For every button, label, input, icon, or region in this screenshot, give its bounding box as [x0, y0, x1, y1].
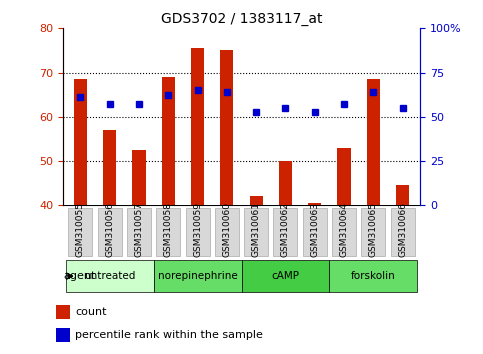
- Bar: [220, 51, 233, 205]
- Text: GSM310058: GSM310058: [164, 202, 173, 257]
- Bar: [338, 148, 351, 205]
- FancyBboxPatch shape: [244, 208, 268, 256]
- FancyBboxPatch shape: [332, 208, 356, 256]
- Text: agent: agent: [64, 271, 96, 281]
- Text: GSM310056: GSM310056: [105, 202, 114, 257]
- Bar: [367, 79, 380, 205]
- Text: GSM310063: GSM310063: [310, 202, 319, 257]
- Bar: [162, 77, 175, 205]
- Bar: [56, 328, 70, 342]
- Text: forskolin: forskolin: [351, 271, 396, 281]
- Text: GSM310055: GSM310055: [76, 202, 85, 257]
- Title: GDS3702 / 1383117_at: GDS3702 / 1383117_at: [161, 12, 322, 26]
- FancyBboxPatch shape: [303, 208, 327, 256]
- FancyBboxPatch shape: [329, 260, 417, 292]
- FancyBboxPatch shape: [69, 208, 92, 256]
- Text: GSM310062: GSM310062: [281, 202, 290, 257]
- Text: GSM310064: GSM310064: [340, 202, 349, 257]
- Text: percentile rank within the sample: percentile rank within the sample: [75, 330, 263, 339]
- FancyBboxPatch shape: [156, 208, 180, 256]
- FancyBboxPatch shape: [242, 260, 329, 292]
- FancyBboxPatch shape: [273, 208, 298, 256]
- FancyBboxPatch shape: [185, 208, 210, 256]
- Text: count: count: [75, 307, 107, 317]
- Bar: [132, 150, 145, 205]
- FancyBboxPatch shape: [127, 208, 151, 256]
- Text: cAMP: cAMP: [271, 271, 299, 281]
- Text: GSM310059: GSM310059: [193, 202, 202, 257]
- Bar: [191, 48, 204, 205]
- Bar: [56, 306, 70, 319]
- Text: GSM310060: GSM310060: [222, 202, 231, 257]
- Bar: [103, 130, 116, 205]
- FancyBboxPatch shape: [66, 260, 154, 292]
- Text: GSM310066: GSM310066: [398, 202, 407, 257]
- Bar: [279, 161, 292, 205]
- Text: GSM310057: GSM310057: [134, 202, 143, 257]
- Text: norepinephrine: norepinephrine: [157, 271, 238, 281]
- Bar: [74, 79, 87, 205]
- FancyBboxPatch shape: [391, 208, 414, 256]
- Text: GSM310065: GSM310065: [369, 202, 378, 257]
- Text: GSM310061: GSM310061: [252, 202, 261, 257]
- Bar: [250, 196, 263, 205]
- FancyBboxPatch shape: [215, 208, 239, 256]
- FancyBboxPatch shape: [361, 208, 385, 256]
- FancyBboxPatch shape: [154, 260, 242, 292]
- Bar: [308, 203, 321, 205]
- FancyBboxPatch shape: [98, 208, 122, 256]
- Bar: [396, 185, 409, 205]
- Text: untreated: untreated: [84, 271, 135, 281]
